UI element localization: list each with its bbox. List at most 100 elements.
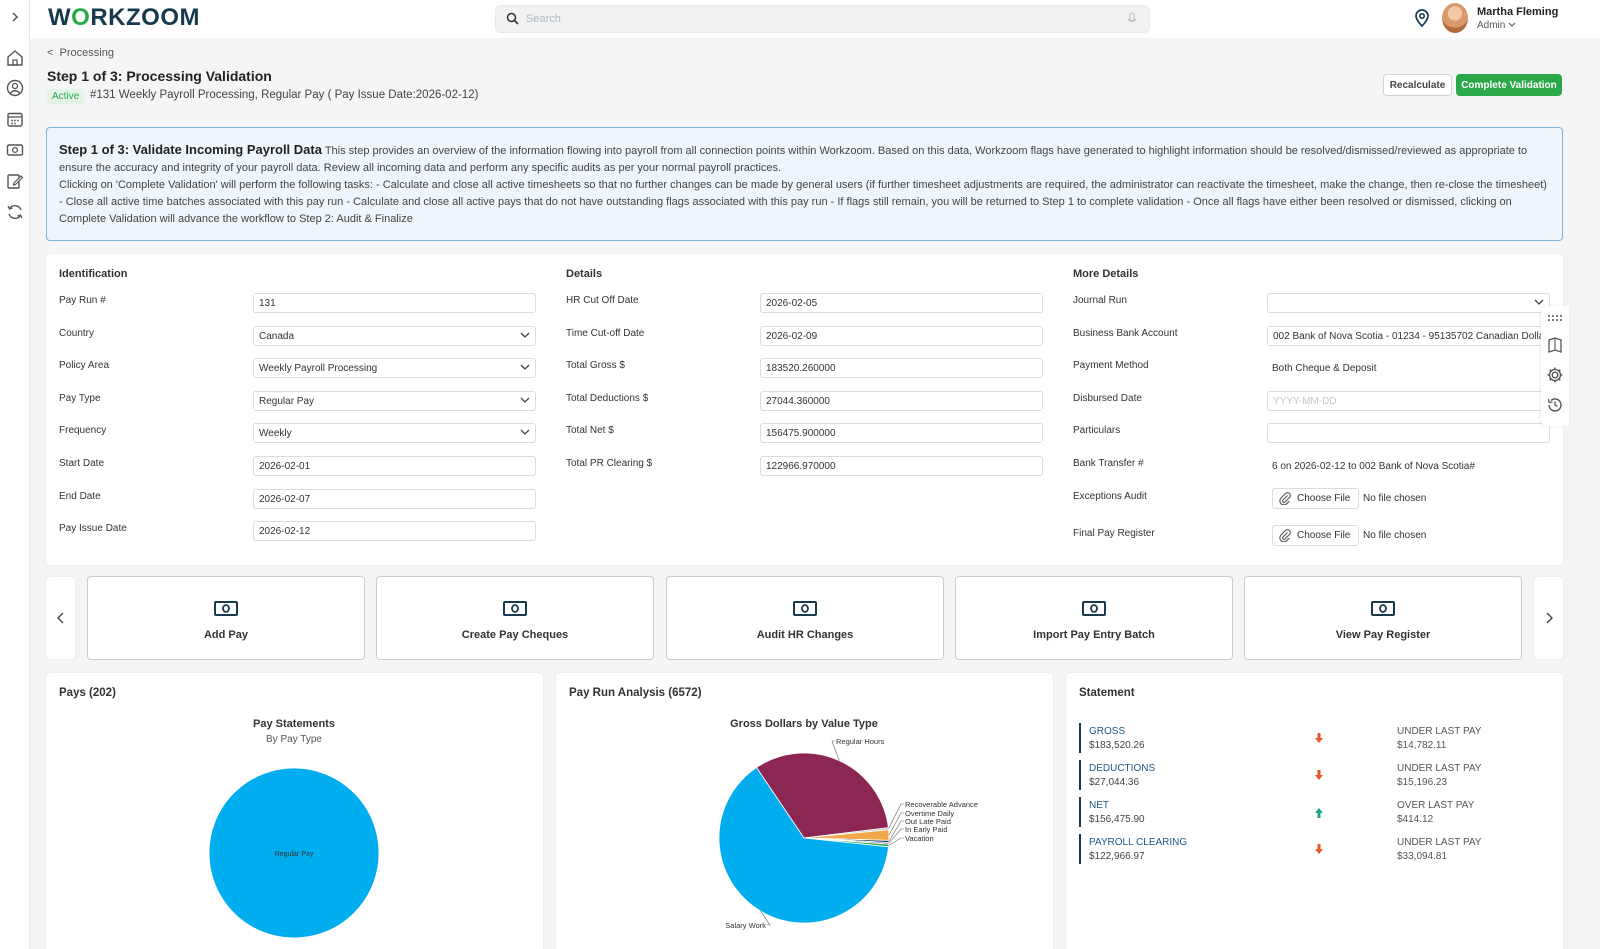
statement-label: DEDUCTIONS	[1089, 763, 1156, 774]
frequency-select[interactable]: Weekly	[253, 423, 536, 443]
book-icon[interactable]	[1546, 336, 1564, 354]
pay-issue-date-input[interactable]: 2026-02-12	[253, 521, 536, 541]
breadcrumb[interactable]: < Processing	[47, 47, 114, 59]
callout-line	[760, 910, 771, 926]
slice-label: Overtime Daily	[905, 809, 954, 818]
chart-subtitle: By Pay Type	[266, 734, 322, 745]
hr-cutoff-label: HR Cut Off Date	[566, 295, 639, 306]
audit-hr-changes-button[interactable]: Audit HR Changes	[666, 576, 944, 660]
import-pay-entry-batch-button[interactable]: Import Pay Entry Batch	[955, 576, 1233, 660]
exceptions-audit-file-button[interactable]: Choose File	[1272, 488, 1359, 509]
total-net-input[interactable]: 156475.900000	[760, 423, 1043, 443]
home-icon[interactable]	[5, 48, 25, 68]
statement-label: PAYROLL CLEARING	[1089, 837, 1188, 848]
money-icon	[793, 601, 817, 619]
calendar-icon[interactable]	[5, 109, 25, 129]
add-pay-button[interactable]: Add Pay	[87, 576, 365, 660]
bank-account-select[interactable]: 002 Bank of Nova Scotia - 01234 - 951357…	[1267, 326, 1550, 346]
avatar[interactable]	[1442, 3, 1468, 33]
money-icon	[214, 601, 238, 619]
policy-area-select[interactable]: Weekly Payroll Processing	[253, 358, 536, 378]
statement-row-marker	[1079, 760, 1081, 790]
money-icon[interactable]	[5, 140, 25, 160]
chevron-right-icon	[1546, 612, 1553, 624]
search-icon	[506, 12, 519, 28]
money-icon	[1082, 601, 1106, 619]
sync-icon[interactable]	[5, 202, 25, 222]
carousel-prev-button[interactable]	[46, 577, 75, 659]
statement-delta: $414.12	[1397, 814, 1434, 825]
disbursed-date-input[interactable]: YYYY-MM-DD	[1267, 391, 1550, 411]
search-input[interactable]: Search	[526, 13, 561, 25]
statement-row-marker	[1079, 723, 1081, 753]
particulars-input[interactable]	[1267, 423, 1550, 443]
time-cutoff-label: Time Cut-off Date	[566, 328, 645, 339]
user-name[interactable]: Martha Fleming	[1477, 6, 1559, 18]
journal-run-label: Journal Run	[1073, 295, 1127, 306]
total-gross-input[interactable]: 183520.260000	[760, 358, 1043, 378]
workzoom-logo[interactable]: WORKZOOM	[48, 4, 200, 31]
history-icon[interactable]	[1546, 396, 1564, 414]
time-cutoff-input[interactable]: 2026-02-09	[760, 326, 1043, 346]
details-heading: Details	[566, 268, 603, 280]
total-pr-clearing-label: Total PR Clearing $	[566, 458, 653, 469]
frequency-label: Frequency	[59, 425, 107, 436]
slice-label: In Early Paid	[905, 825, 948, 834]
user-circle-icon[interactable]	[5, 78, 25, 98]
location-icon[interactable]	[1412, 8, 1432, 31]
microphone-icon[interactable]	[1127, 12, 1137, 29]
start-date-label: Start Date	[59, 458, 105, 469]
slice-label: Vacation	[905, 834, 934, 843]
chart-title: Gross Dollars by Value Type	[730, 718, 878, 730]
gross-dollars-pie-chart: Gross Dollars by Value Type Regular Hour…	[718, 718, 978, 930]
gear-icon[interactable]	[1546, 366, 1564, 384]
pie-slice[interactable]	[755, 752, 889, 839]
statement-title: Statement	[1079, 687, 1135, 699]
statement-label: GROSS	[1089, 726, 1126, 737]
statement-delta: $15,196.23	[1397, 777, 1448, 788]
chevron-down-icon	[520, 330, 530, 343]
statement-value: $122,966.97	[1089, 851, 1145, 862]
pay-run-input[interactable]: 131	[253, 293, 536, 313]
start-date-input[interactable]: 2026-02-01	[253, 456, 536, 476]
create-pay-cheques-button[interactable]: Create Pay Cheques	[376, 576, 654, 660]
hr-cutoff-input[interactable]: 2026-02-05	[760, 293, 1043, 313]
total-net-label: Total Net $	[566, 425, 614, 436]
journal-run-select[interactable]	[1267, 293, 1550, 313]
search-bar[interactable]: Search	[495, 5, 1150, 33]
grid-dots-icon[interactable]	[1546, 309, 1564, 327]
expand-chevron-icon[interactable]	[5, 7, 25, 27]
pie-slice[interactable]	[208, 767, 380, 939]
country-select[interactable]: Canada	[253, 326, 536, 346]
recalculate-button[interactable]: Recalculate	[1383, 74, 1452, 96]
pay-run-analysis-title: Pay Run Analysis (6572)	[569, 687, 702, 699]
edit-icon[interactable]	[5, 171, 25, 191]
final-pay-register-file-button[interactable]: Choose File	[1272, 525, 1359, 546]
view-pay-register-button[interactable]: View Pay Register	[1244, 576, 1522, 660]
chart-title: Pay Statements	[253, 718, 335, 730]
info-paragraph-1: This step provides an overview of the in…	[59, 145, 1528, 174]
slice-label: Recoverable Advance	[905, 800, 978, 809]
payment-method-value: Both Cheque & Deposit	[1272, 363, 1377, 374]
callout-line	[888, 812, 904, 836]
complete-validation-button[interactable]: Complete Validation	[1456, 74, 1562, 96]
callout-line	[888, 837, 904, 846]
user-role[interactable]: Admin	[1477, 20, 1516, 31]
paperclip-icon	[1279, 492, 1291, 508]
pay-type-label: Pay Type	[59, 393, 101, 404]
callout-line	[888, 803, 904, 829]
end-date-input[interactable]: 2026-02-07	[253, 489, 536, 509]
pay-type-select[interactable]: Regular Pay	[253, 391, 536, 411]
side-toolbar	[1541, 306, 1569, 426]
callout-line	[888, 828, 904, 844]
carousel-next-button[interactable]	[1534, 577, 1563, 659]
pie-slice[interactable]	[718, 766, 889, 924]
info-paragraph-2: Clicking on 'Complete Validation' will p…	[59, 179, 1547, 225]
statement-value: $156,475.90	[1089, 814, 1145, 825]
arrow-up-icon	[1314, 807, 1324, 821]
total-deductions-input[interactable]: 27044.360000	[760, 391, 1043, 411]
total-pr-clearing-input[interactable]: 122966.970000	[760, 456, 1043, 476]
slice-label: Regular Hours	[836, 737, 885, 746]
identification-heading: Identification	[59, 268, 128, 280]
more-details-heading: More Details	[1073, 268, 1139, 280]
